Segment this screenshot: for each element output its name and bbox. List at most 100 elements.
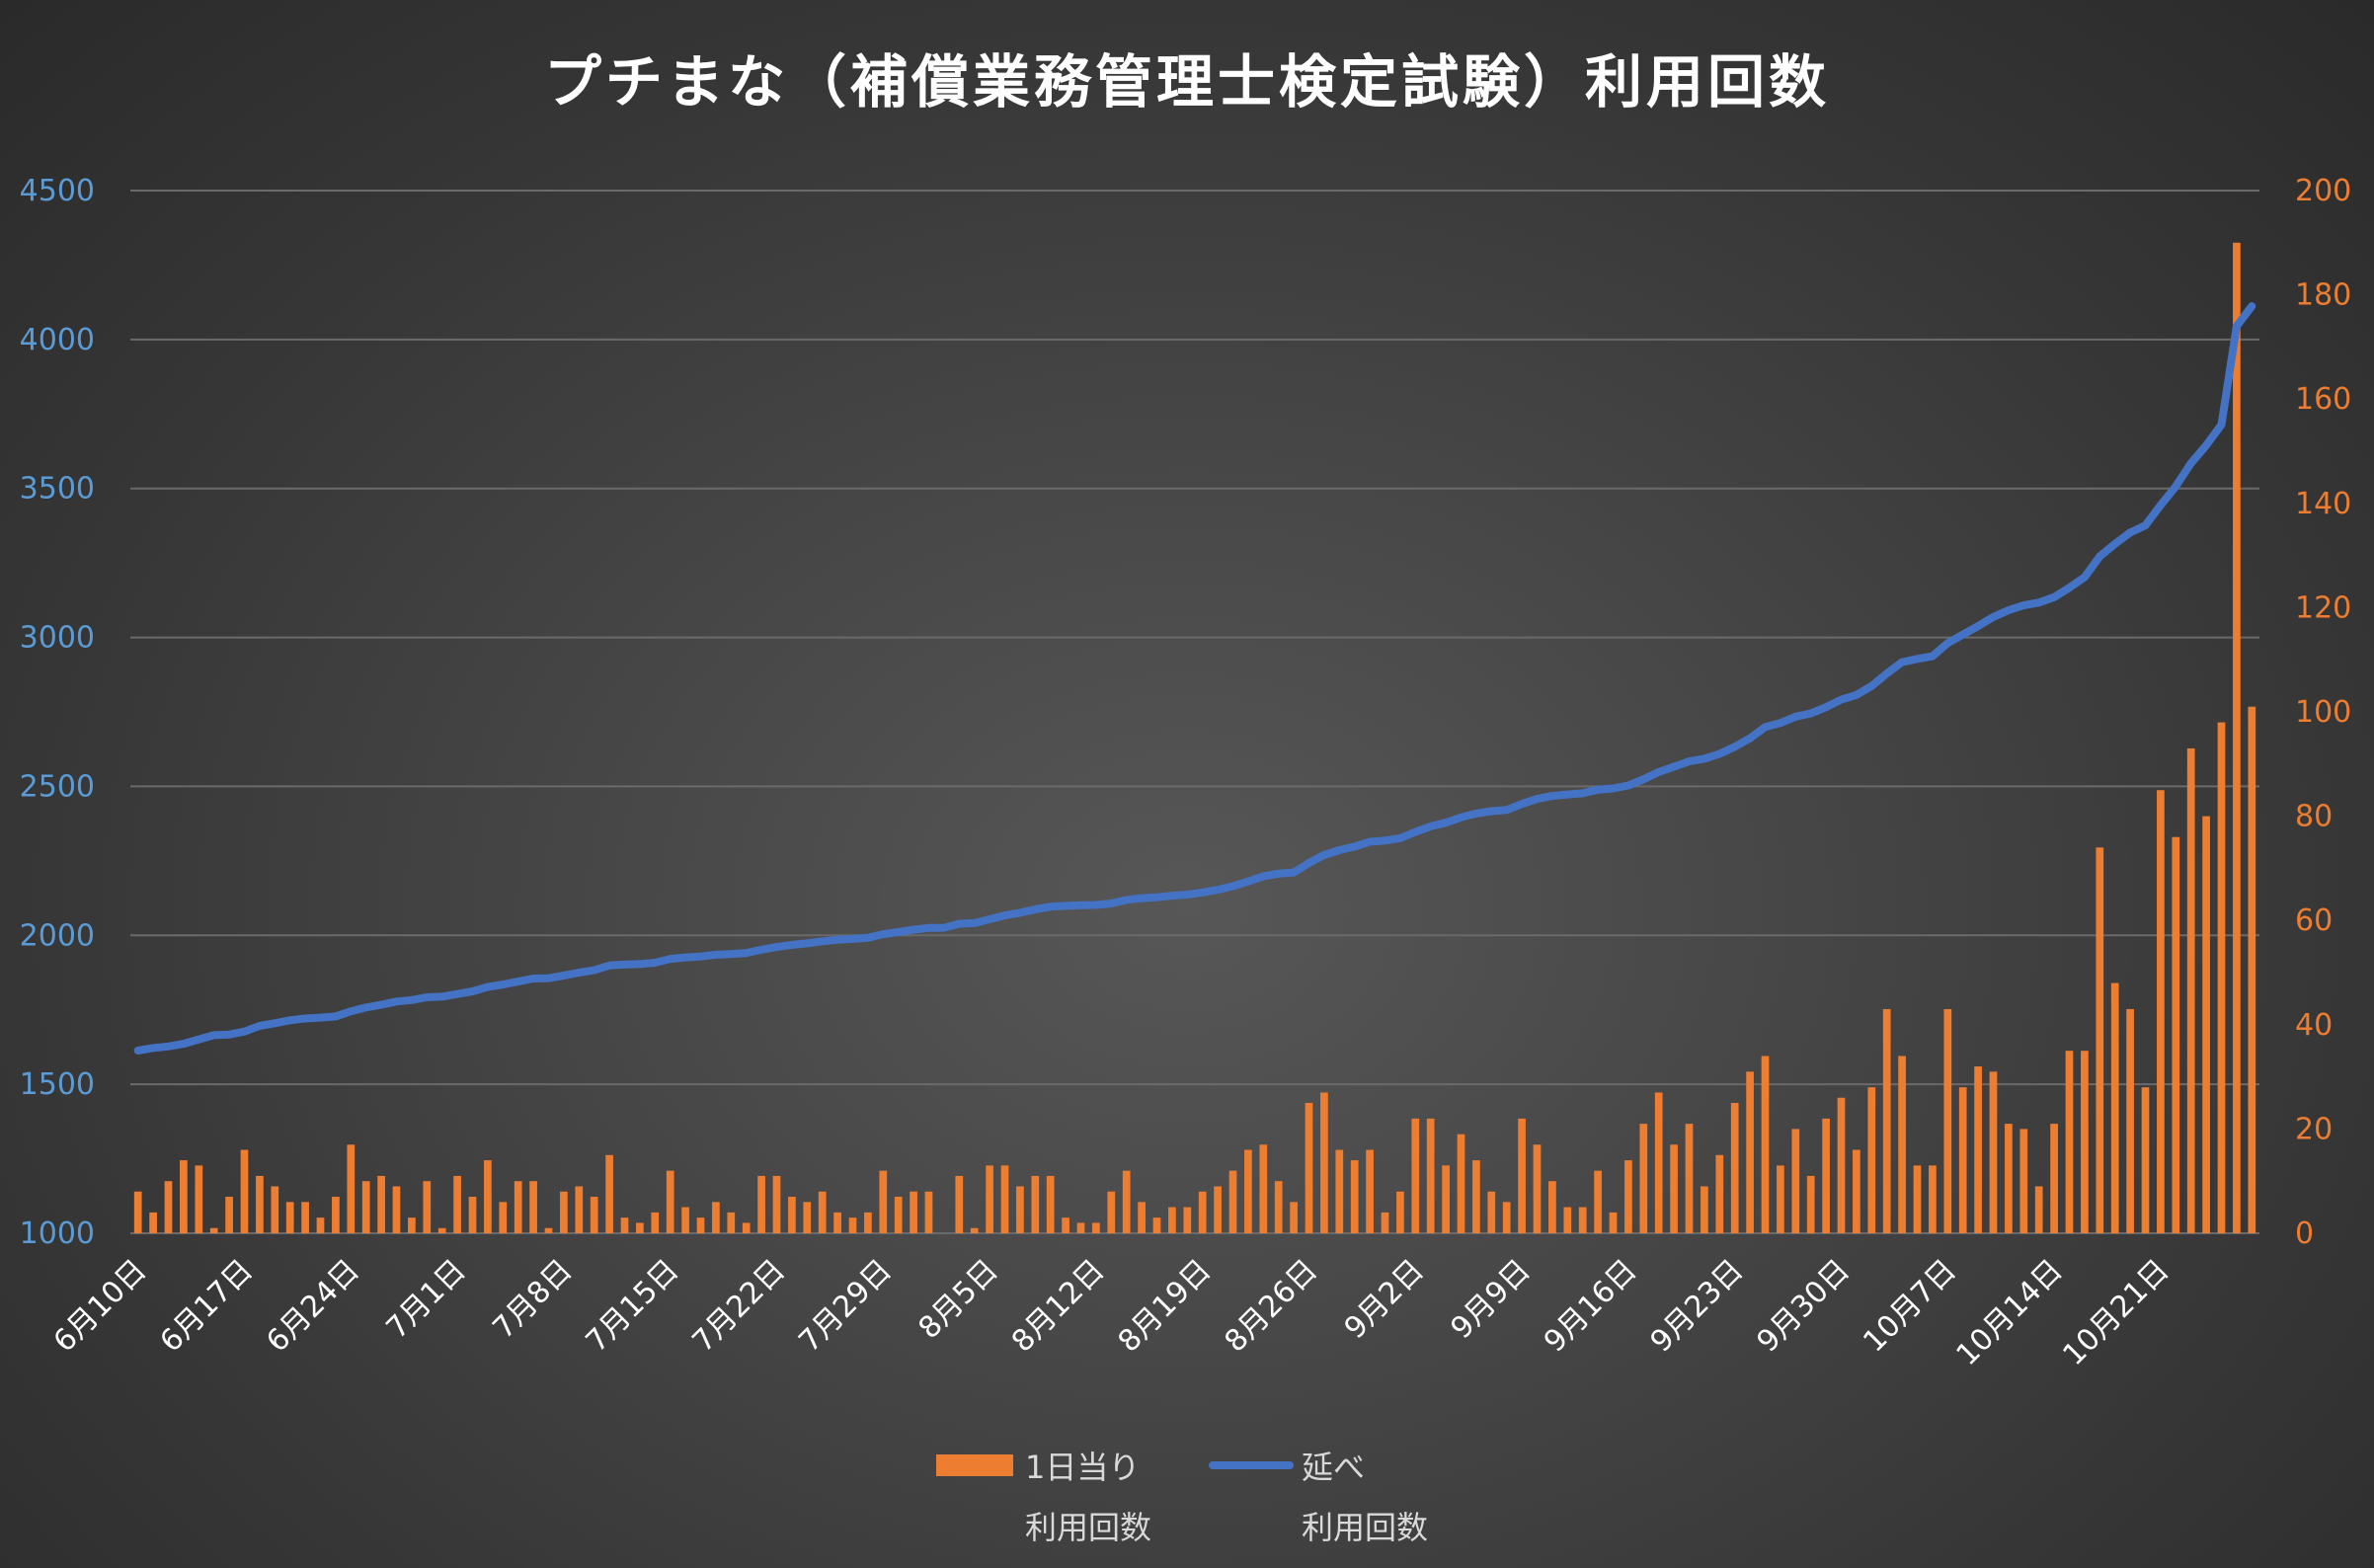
daily-bar [879,1170,888,1233]
daily-bar [833,1212,841,1233]
daily-bar [2019,1129,2028,1233]
daily-bar [1031,1175,1040,1233]
daily-bar [590,1197,598,1233]
daily-bar [1929,1165,1937,1233]
daily-bar [301,1202,309,1233]
daily-bar [195,1165,203,1233]
daily-bar [1472,1160,1480,1233]
x-axis-tick-label: 7月1日 [380,1253,473,1346]
daily-bar [1761,1056,1770,1233]
daily-bar [772,1175,781,1233]
daily-bar [2034,1186,2043,1233]
daily-bar [408,1217,416,1233]
daily-bar [2248,706,2256,1233]
daily-bar [1183,1207,1192,1233]
right-axis-tick-label: 0 [2295,1216,2314,1251]
x-axis-tick-label: 9月16日 [1538,1253,1644,1360]
left-axis-tick-label: 4000 [20,323,95,357]
daily-bar [848,1217,857,1233]
x-axis: 6月10日 6月17日 6月24日 7月1日 7月8日 7月15日 7月22日 7月29日 8月… [47,1253,2176,1372]
right-axis-tick-label: 180 [2295,278,2351,313]
x-axis-tick-label: 8月12日 [1005,1253,1112,1360]
daily-bar [453,1175,461,1233]
daily-bar [1837,1097,1846,1233]
x-axis-tick-label: 8月26日 [1218,1253,1324,1360]
daily-bar [1533,1144,1542,1233]
legend-swatch-bar [936,1454,1013,1476]
left-axis-tick-label: 2500 [20,769,95,804]
right-axis-tick-label: 120 [2295,590,2351,625]
daily-bar [1411,1118,1420,1233]
x-axis-tick-label: 9月30日 [1750,1253,1857,1360]
x-axis-tick-label: 9月23日 [1644,1253,1751,1360]
right-axis-tick-label: 60 [2295,903,2333,938]
legend-label: 延べ [1302,1449,1365,1486]
daily-bars-series [133,242,2256,1234]
daily-bar [2065,1051,2074,1233]
x-axis-tick-label: 9月2日 [1338,1253,1431,1346]
daily-bar [1274,1181,1283,1233]
daily-bar [970,1227,979,1233]
daily-bar [529,1181,537,1233]
x-axis-tick-label: 7月22日 [685,1253,792,1360]
x-axis-tick-label: 9月9日 [1445,1253,1538,1346]
daily-bar [2217,722,2226,1233]
right-axis-tick-label: 40 [2295,1008,2333,1043]
daily-bar [2096,847,2104,1233]
right-axis: 0 20 40 60 80 100 120 140 160 180 200 [2295,174,2351,1251]
daily-bar [2110,982,2119,1233]
daily-bar [2126,1008,2134,1233]
daily-bar [1228,1170,1237,1233]
daily-bar [1152,1217,1161,1233]
daily-bar [2005,1124,2013,1233]
daily-bar [2202,816,2210,1233]
left-axis-tick-label: 3000 [20,621,95,656]
legend-label: 1日当り [1025,1449,1140,1486]
daily-bar [514,1181,522,1233]
daily-bar [924,1191,933,1233]
x-axis-tick-label: 10月21日 [2056,1253,2176,1372]
x-axis-tick-label: 6月24日 [260,1253,366,1360]
left-axis-tick-label: 1500 [20,1067,95,1102]
daily-bar [468,1197,477,1233]
daily-bar [1943,1008,1952,1233]
daily-bar [1442,1165,1450,1233]
daily-bar [651,1212,660,1233]
daily-bar [742,1222,751,1233]
daily-bar [2186,747,2195,1233]
daily-bar [256,1175,264,1233]
daily-bar [209,1227,218,1233]
daily-bar [423,1181,432,1233]
daily-bar [1685,1124,1694,1233]
daily-bar [1624,1160,1632,1233]
daily-bar [1730,1103,1739,1233]
left-axis: 1000 1500 2000 2500 3000 3500 4000 4500 [20,174,95,1251]
daily-bar [986,1165,993,1233]
daily-bar [2081,1051,2089,1233]
daily-bar [1335,1149,1344,1233]
daily-bar [1244,1149,1252,1233]
daily-bar [361,1181,370,1233]
daily-bar [1138,1202,1146,1233]
daily-bar [696,1217,705,1233]
daily-bar [681,1207,689,1233]
daily-bar [225,1197,233,1233]
daily-bar [910,1191,917,1233]
daily-bar [1609,1212,1618,1233]
daily-bar [1305,1103,1313,1233]
daily-bar [2157,790,2165,1233]
daily-bar [1974,1066,1982,1233]
daily-bar [1654,1092,1663,1233]
daily-bar [1989,1071,1998,1233]
daily-bar [499,1202,508,1233]
daily-bar [1578,1207,1587,1233]
daily-bar [620,1217,629,1233]
daily-bar [1882,1008,1891,1233]
daily-bar [437,1227,446,1233]
daily-bar [1046,1175,1055,1233]
gridlines [130,190,2259,1234]
daily-bar [1777,1165,1784,1233]
daily-bar [560,1191,568,1233]
daily-bar [1791,1129,1800,1233]
daily-bar [149,1212,157,1233]
